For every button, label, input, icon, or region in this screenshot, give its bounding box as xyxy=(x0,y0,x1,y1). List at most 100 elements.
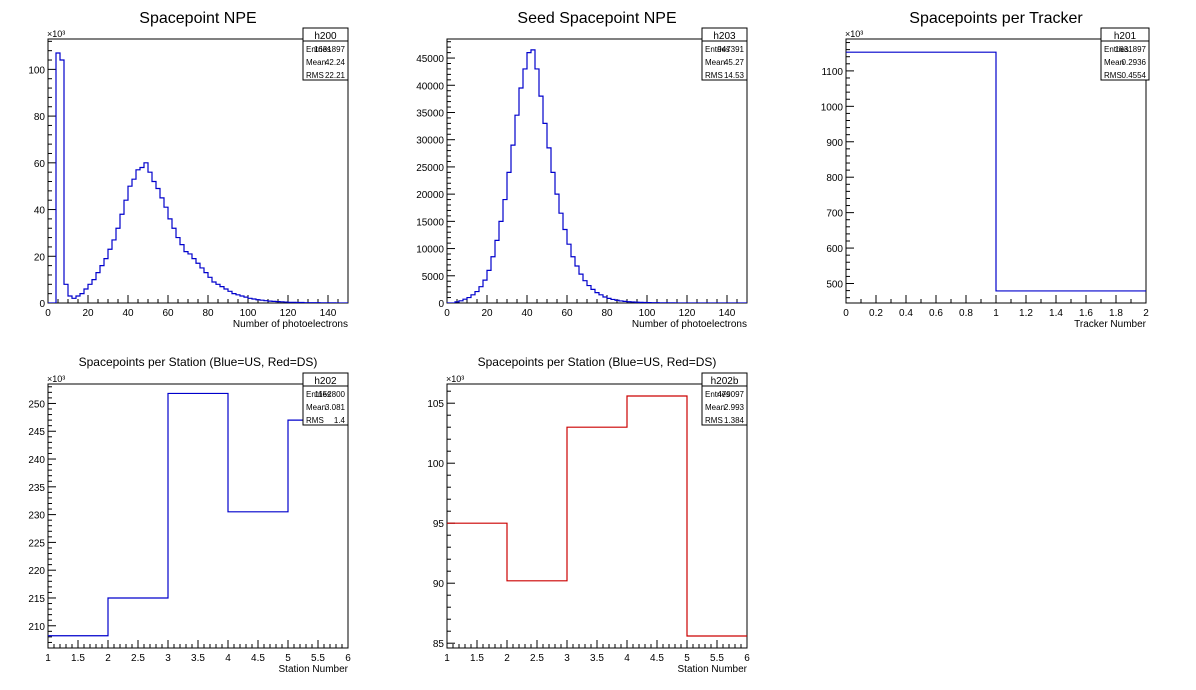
x-tick-label: 60 xyxy=(561,308,573,319)
stats-value: 1631897 xyxy=(314,45,346,54)
x-tick-label: 6 xyxy=(744,653,750,664)
y-tick-label: 35000 xyxy=(416,108,444,119)
y-tick-label: 1100 xyxy=(821,67,843,78)
stats-label: Entries xyxy=(1104,45,1129,54)
histogram-bin xyxy=(531,50,535,303)
y-tick-label: 250 xyxy=(28,399,45,410)
stats-value: 1631897 xyxy=(1115,45,1147,54)
stats-value: 0.4554 xyxy=(1122,71,1147,80)
y-exponent-label: ×10³ xyxy=(845,29,863,39)
histogram-bin xyxy=(180,245,184,303)
x-tick-label: 40 xyxy=(521,308,533,319)
x-tick-label: 2.5 xyxy=(131,653,145,664)
x-tick-label: 6 xyxy=(345,653,351,664)
stats-label: Entries xyxy=(705,45,730,54)
histogram-line xyxy=(48,392,348,637)
x-tick-label: 140 xyxy=(719,308,736,319)
stats-value: 947391 xyxy=(717,45,744,54)
x-axis-label: Tracker Number xyxy=(1074,319,1147,330)
y-tick-label: 30000 xyxy=(416,136,444,147)
stats-name: h203 xyxy=(713,31,736,42)
x-tick-label: 4 xyxy=(225,653,231,664)
x-tick-label: 100 xyxy=(639,308,656,319)
histogram-bin xyxy=(196,263,200,303)
y-tick-label: 220 xyxy=(28,566,45,577)
y-tick-label: 10000 xyxy=(416,245,444,256)
y-tick-label: 20000 xyxy=(416,190,444,201)
y-tick-label: 210 xyxy=(28,622,45,633)
y-tick-label: 85 xyxy=(433,639,445,650)
histogram-bin xyxy=(172,228,176,303)
stats-label: RMS xyxy=(705,71,723,80)
x-tick-label: 20 xyxy=(481,308,493,319)
histogram-bin xyxy=(543,123,547,303)
y-tick-label: 0 xyxy=(39,299,45,310)
chart-title: Spacepoint NPE xyxy=(139,10,256,27)
y-tick-label: 5000 xyxy=(422,272,445,283)
stats-value: 2.993 xyxy=(724,403,745,412)
x-tick-label: 20 xyxy=(82,308,94,319)
histogram-bin xyxy=(168,219,172,303)
histogram-bin xyxy=(164,207,168,303)
stats-value: 1.384 xyxy=(724,416,745,425)
y-tick-label: 105 xyxy=(427,399,444,410)
stats-value: 479097 xyxy=(717,390,744,399)
stats-value: 0.2936 xyxy=(1122,58,1147,67)
x-tick-label: 0.2 xyxy=(869,308,883,319)
x-tick-label: 1.5 xyxy=(71,653,85,664)
x-tick-label: 1 xyxy=(993,308,999,319)
stats-name: h200 xyxy=(314,31,337,42)
stats-value: 1152800 xyxy=(314,390,345,399)
x-tick-label: 0 xyxy=(45,308,51,319)
chart-title: Spacepoints per Station (Blue=US, Red=DS… xyxy=(478,355,717,369)
y-tick-label: 40000 xyxy=(416,81,444,92)
y-tick-label: 235 xyxy=(28,483,45,494)
y-tick-label: 15000 xyxy=(416,217,444,228)
histogram-bin xyxy=(627,396,687,648)
histogram-bin xyxy=(228,512,288,648)
histogram-bin xyxy=(192,259,196,303)
x-tick-label: 5.5 xyxy=(710,653,724,664)
y-tick-label: 1000 xyxy=(821,102,844,113)
histogram-bin xyxy=(136,170,140,303)
stats-label: RMS xyxy=(306,71,324,80)
x-tick-label: 40 xyxy=(122,308,134,319)
y-exponent-label: ×10³ xyxy=(446,374,464,384)
y-exponent-label: ×10³ xyxy=(47,29,65,39)
chart-h203: Seed Spacepoint NPE 0 20 40 60 80 100 120 140 0 50… xyxy=(416,10,748,330)
x-tick-label: 3 xyxy=(165,653,171,664)
x-tick-label: 1.4 xyxy=(1049,308,1063,319)
y-tick-label: 500 xyxy=(826,280,843,291)
stats-label: RMS xyxy=(1104,71,1122,80)
stats-name: h202b xyxy=(711,376,739,387)
x-tick-label: 0 xyxy=(444,308,450,319)
x-tick-label: 100 xyxy=(240,308,257,319)
x-tick-label: 2 xyxy=(504,653,510,664)
x-tick-label: 3.5 xyxy=(590,653,604,664)
histogram-line xyxy=(447,49,747,303)
y-tick-label: 900 xyxy=(826,138,843,149)
histogram-bin xyxy=(144,163,148,303)
x-tick-label: 0.8 xyxy=(959,308,973,319)
histogram-bin xyxy=(140,167,144,303)
y-tick-label: 45000 xyxy=(416,54,444,65)
x-tick-label: 80 xyxy=(202,308,214,319)
stats-value: 45.27 xyxy=(724,58,745,67)
stats-name: h202 xyxy=(314,376,337,387)
stats-box-frame xyxy=(302,27,349,81)
histogram-bin xyxy=(539,96,543,303)
x-tick-label: 120 xyxy=(280,308,297,319)
histogram-bin xyxy=(176,238,180,303)
stats-label: Entries xyxy=(306,45,331,54)
x-axis-label: Station Number xyxy=(279,664,349,675)
y-tick-label: 700 xyxy=(826,209,843,220)
histogram-line xyxy=(48,52,348,303)
stats-label: Mean xyxy=(1104,58,1124,67)
histogram-bin xyxy=(184,252,188,303)
x-tick-label: 0 xyxy=(843,308,849,319)
x-tick-label: 4 xyxy=(624,653,630,664)
